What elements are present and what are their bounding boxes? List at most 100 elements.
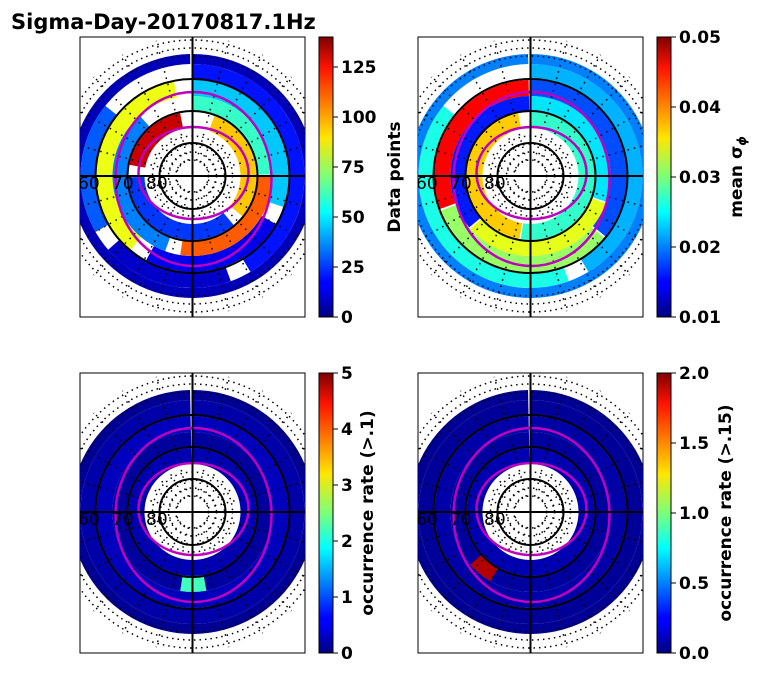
grid-spoke-dotted [207, 481, 305, 509]
grid-spoke-dotted [155, 191, 190, 312]
colorbar-tick-label: 0.0 [679, 644, 709, 664]
grid-spoke-dotted [418, 519, 518, 578]
grid-spoke-dotted [543, 446, 643, 505]
colorbar-tick-label: 0.01 [679, 308, 721, 328]
grid-spoke-dotted [533, 376, 568, 497]
panel-top-right: 60 70 80 0.01 0.02 0.03 0.04 0.05 mean σϕ [417, 28, 749, 328]
grid-spoke-dotted [418, 145, 516, 173]
colorbar-tick-label: 125 [341, 58, 377, 78]
grid-spoke-dotted [493, 191, 528, 312]
grid-spoke-dotted [545, 515, 643, 543]
colorbar-tick-label: 2 [341, 532, 353, 552]
grid-spoke-dotted [493, 376, 528, 497]
colorbar [318, 36, 334, 318]
data-bin [450, 96, 530, 228]
data-bin [440, 204, 605, 272]
latitude-label: 70 [112, 510, 134, 530]
grid-spoke-dotted [545, 145, 643, 173]
grid-spoke-dotted [545, 179, 643, 207]
colorbar [656, 372, 672, 654]
grid-spoke-dotted [541, 522, 631, 612]
latitude-label: 80 [146, 510, 168, 530]
grid-spoke-dotted [533, 40, 568, 161]
colorbar-tick-label: 0.5 [679, 574, 709, 594]
grid-spoke-dotted [418, 481, 516, 509]
grid-spoke-dotted [533, 191, 568, 312]
data-bin [530, 96, 611, 202]
grid-spoke-dotted [541, 412, 631, 502]
colorbar [318, 372, 334, 654]
grid-spoke-dotted [543, 110, 643, 169]
grid-spoke-dotted [92, 522, 182, 612]
colorbar-tick-label: 2.0 [679, 364, 709, 384]
colorbar-label: occurrence rate (>.15) [716, 404, 736, 621]
grid-spoke-dotted [80, 446, 180, 505]
grid-spoke-dotted [459, 390, 524, 499]
panel-top-left: 60 70 80 0 25 50 75 100 125 Data points [79, 36, 405, 328]
data-bin [108, 239, 231, 289]
grid-spoke-dotted [430, 522, 520, 612]
colorbar-tick-label: 1.5 [679, 434, 709, 454]
grid-spoke-dotted [80, 515, 178, 543]
grid-spoke-dotted [121, 189, 186, 298]
latitude-label: 80 [146, 174, 168, 194]
grid-spoke-dotted [203, 412, 293, 502]
grid-spoke-dotted [205, 110, 305, 169]
data-bin [530, 64, 643, 272]
colorbar-tick-label: 1 [341, 588, 353, 608]
colorbar-tick-label: 0.04 [679, 98, 721, 118]
colorbar-tick-label: 0.05 [679, 28, 721, 48]
grid-spoke-dotted [430, 412, 520, 502]
grid-spoke-dotted [205, 183, 305, 242]
grid-spoke-dotted [537, 54, 602, 163]
grid-spoke-dotted [195, 376, 230, 497]
polar-plot: 60 70 80 [80, 373, 305, 653]
grid-spoke-dotted [203, 186, 293, 276]
grid-spoke-dotted [430, 186, 520, 276]
grid-spoke-dotted [205, 446, 305, 505]
grid-spoke-dotted [203, 522, 293, 612]
grid-spoke-dotted [80, 519, 180, 578]
grid-spoke-dotted [80, 481, 178, 509]
data-bin [96, 81, 178, 250]
colorbar-tick-label: 100 [341, 108, 377, 128]
grid-spoke-dotted [155, 376, 190, 497]
colorbar-tick-label: 50 [341, 208, 365, 228]
grid-spoke-dotted [430, 76, 520, 166]
grid-spoke-dotted [207, 179, 305, 207]
data-bin [112, 115, 171, 252]
grid-spoke-dotted [80, 145, 178, 173]
latitude-label: 70 [450, 510, 472, 530]
colorbar-tick-label: 0 [341, 308, 353, 328]
colorbar-tick-label: 1.0 [679, 504, 709, 524]
colorbar-label: mean σϕ [727, 136, 749, 218]
data-bin [180, 176, 273, 256]
colorbar-label-subscript: ϕ [735, 136, 749, 146]
colorbar-tick-label: 25 [341, 258, 365, 278]
grid-spoke-dotted [205, 519, 305, 578]
data-bin [520, 112, 595, 240]
data-bin [192, 64, 305, 272]
latitude-label: 80 [484, 510, 506, 530]
grid-spoke-dotted [199, 54, 264, 163]
data-bin [470, 554, 499, 582]
latitude-label: 70 [450, 174, 472, 194]
data-bin [146, 216, 276, 272]
polar-plot: 60 70 80 [418, 37, 643, 317]
latitude-label: 60 [416, 510, 438, 530]
colorbar-tick-label: 0.02 [679, 238, 721, 258]
data-bin [128, 176, 234, 240]
colorbar-tick-label: 4 [341, 420, 353, 440]
grid-spoke-dotted [80, 183, 180, 242]
grid-spoke-dotted [199, 189, 264, 298]
grid-spoke-dotted [203, 76, 293, 166]
grid-spoke-dotted [207, 145, 305, 173]
panel-bottom-right: 60 70 80 0.0 0.5 1.0 1.5 2.0 occurrence rate (>.… [416, 364, 736, 664]
grid-spoke-dotted [92, 76, 182, 166]
grid-spoke-dotted [121, 390, 186, 499]
grid-spoke-dotted [545, 481, 643, 509]
figure-title: Sigma-Day-20170817.1Hz [11, 10, 316, 34]
grid-spoke-dotted [541, 186, 631, 276]
